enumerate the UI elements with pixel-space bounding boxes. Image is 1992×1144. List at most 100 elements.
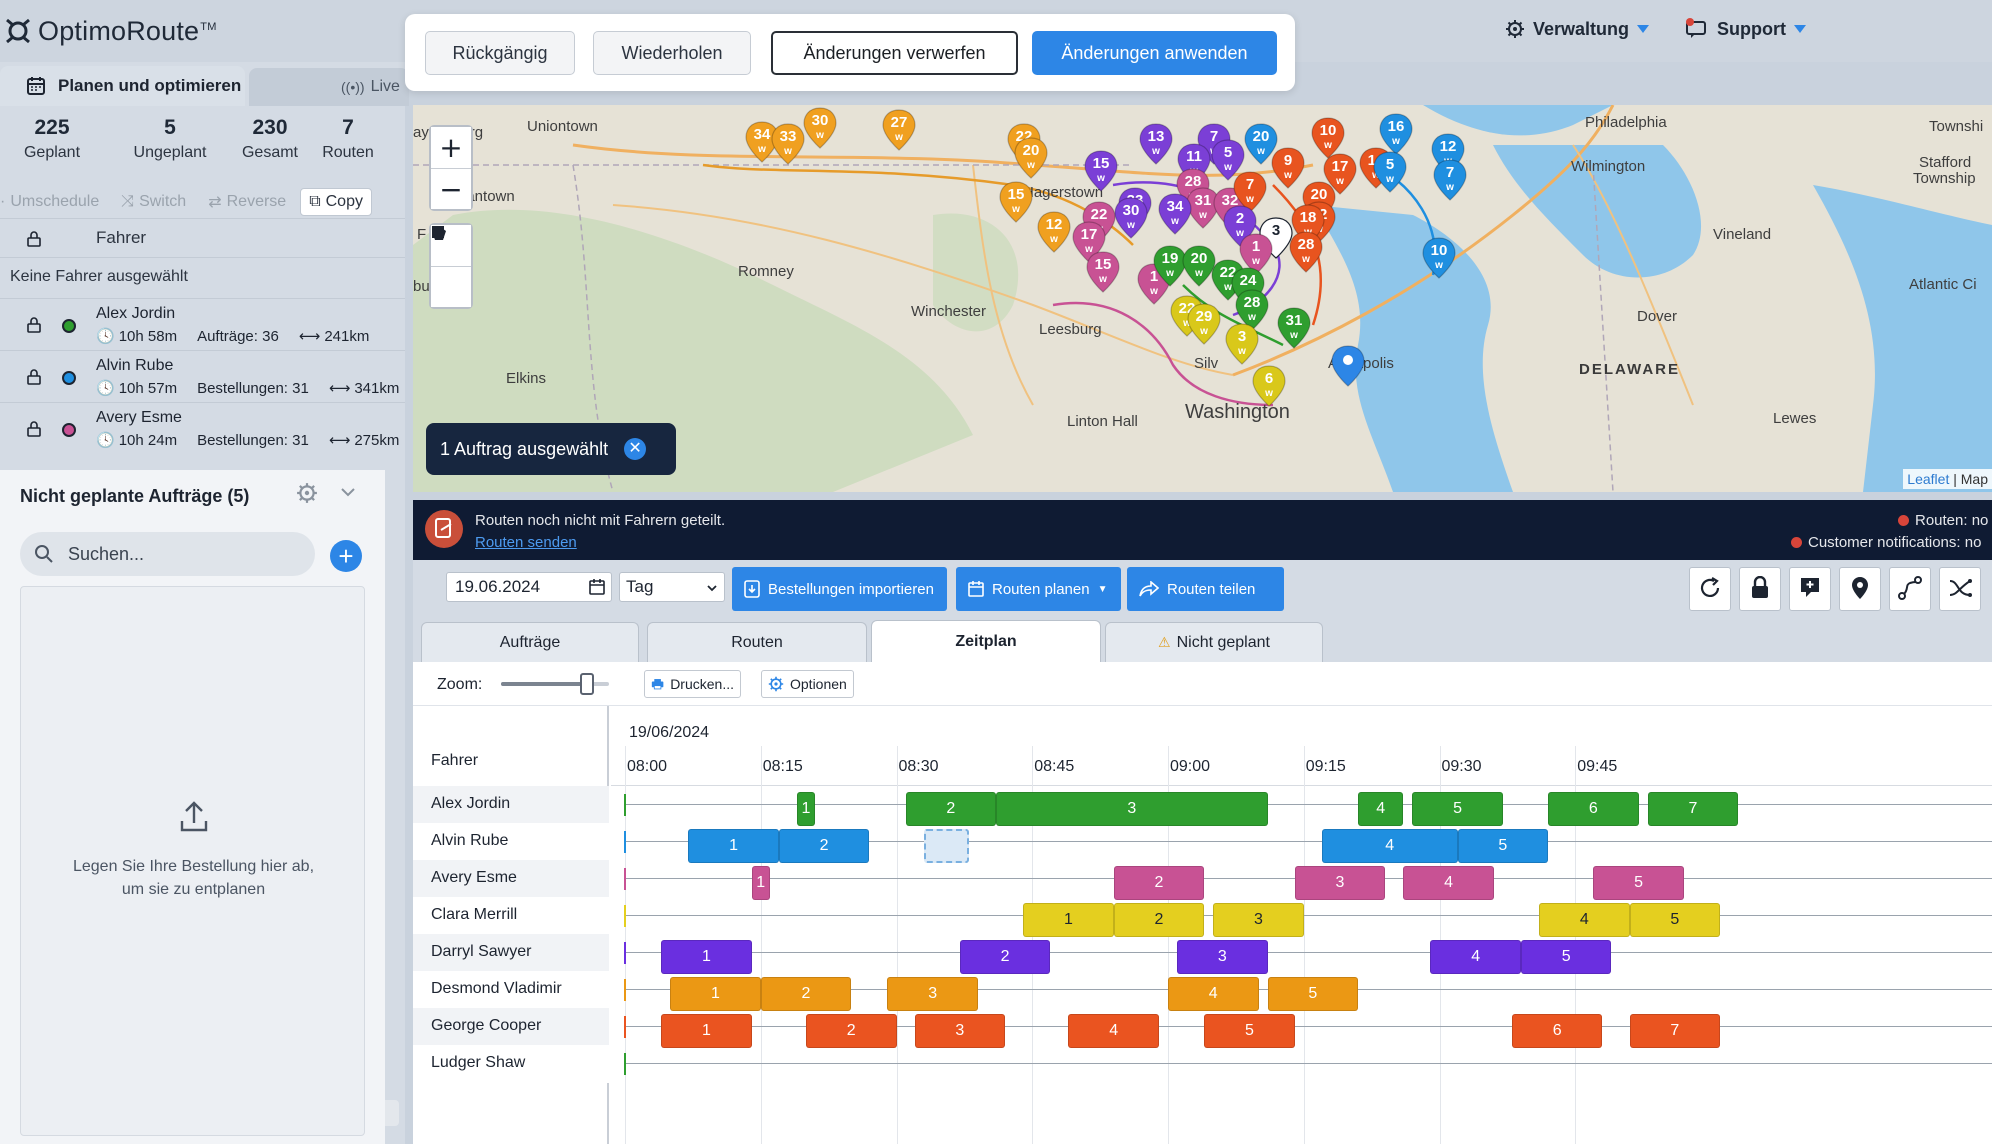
schedule-driver-name[interactable]: Ludger Shaw (431, 1054, 526, 1071)
schedule-stop-bar[interactable]: 3 (887, 977, 978, 1011)
map-stop-pin[interactable]: 20w (1182, 245, 1216, 287)
redo-button[interactable]: Wiederholen (593, 31, 751, 75)
schedule-driver-name[interactable]: Darryl Sawyer (431, 943, 532, 960)
support-menu[interactable]: Support (1685, 18, 1807, 40)
schedule-driver-name[interactable]: Alvin Rube (431, 832, 509, 849)
schedule-stop-bar[interactable]: 4 (1430, 940, 1521, 974)
map-stop-pin[interactable]: 27w (882, 109, 916, 151)
schedule-stop-bar[interactable]: 5 (1520, 940, 1612, 974)
settings-gear-icon[interactable] (296, 482, 318, 504)
schedule-stop-bar[interactable]: 5 (1629, 903, 1721, 937)
plan-routes-button[interactable]: Routen planen ▼ (956, 567, 1121, 611)
map-stop-pin[interactable]: 17w (1072, 221, 1106, 263)
schedule-stop-bar[interactable]: 4 (1168, 977, 1259, 1011)
map-stop-pin[interactable]: 20w (1014, 137, 1048, 179)
map-stop-pin[interactable]: 15w (1086, 251, 1120, 293)
zoom-in-button[interactable]: + (431, 127, 471, 168)
refresh-button[interactable] (1689, 567, 1731, 611)
schedule-stop-bar[interactable]: 1 (661, 940, 752, 974)
schedule-stop-bar[interactable]: 4 (1321, 829, 1458, 863)
app-logo[interactable]: OptimoRouteTM (4, 14, 217, 48)
collapse-panel-handle[interactable] (385, 1100, 399, 1126)
map-stop-pin[interactable]: 9w (1271, 147, 1305, 189)
map-stop-pin[interactable]: 34w (1158, 193, 1192, 235)
tab-schedule[interactable]: Zeitplan (871, 620, 1101, 662)
schedule-driver-name[interactable]: George Cooper (431, 1017, 542, 1034)
schedule-stop-bar[interactable]: 7 (1647, 792, 1739, 826)
zoom-out-button[interactable]: − (431, 168, 471, 209)
schedule-stop-bar[interactable]: 4 (1358, 792, 1404, 826)
reverse-button[interactable]: ⇄ Reverse (208, 193, 287, 211)
map-stop-pin[interactable]: 33w (771, 123, 805, 165)
options-button[interactable]: Optionen (761, 670, 854, 698)
zoom-slider-thumb[interactable] (580, 673, 595, 695)
lock-icon[interactable] (26, 369, 42, 385)
map-stop-pin[interactable]: 3w (1225, 323, 1259, 365)
schedule-stop-bar[interactable]: 1 (1023, 903, 1114, 937)
lock-routes-button[interactable] (1739, 567, 1781, 611)
schedule-stop-bar[interactable]: 1 (670, 977, 761, 1011)
schedule-driver-name[interactable]: Clara Merrill (431, 906, 518, 923)
schedule-stop-bar[interactable]: 3 (1294, 866, 1386, 900)
map-stop-pin[interactable]: 10w (1422, 237, 1456, 279)
schedule-driver-name[interactable]: Avery Esme (431, 869, 517, 886)
schedule-stop-bar[interactable]: 5 (1412, 792, 1503, 826)
schedule-stop-bar[interactable]: 5 (1204, 1014, 1295, 1048)
route-path-button[interactable] (1889, 567, 1931, 611)
map-stop-pin[interactable]: 5w (1211, 139, 1245, 181)
map-stop-pin[interactable]: 16w (1379, 113, 1413, 155)
apply-changes-button[interactable]: Änderungen anwenden (1032, 31, 1277, 75)
split-route-button[interactable] (1939, 567, 1981, 611)
schedule-stop-bar[interactable]: 3 (914, 1014, 1006, 1048)
map-stop-pin[interactable]: 12w (1037, 211, 1071, 253)
map-stop-pin[interactable]: 5w (1373, 151, 1407, 193)
undo-button[interactable]: Rückgängig (425, 31, 575, 75)
print-button[interactable]: Drucken... (644, 670, 741, 698)
discard-changes-button[interactable]: Änderungen verwerfen (771, 31, 1018, 75)
add-order-button[interactable]: + (330, 540, 362, 572)
marker-message-button[interactable] (1789, 567, 1831, 611)
schedule-stop-bar[interactable]: 5 (1593, 866, 1684, 900)
map-stop-pin[interactable]: 13w (1139, 123, 1173, 165)
driver-row-alvin-rube[interactable]: Alvin Rube 🕓 10h 57m Bestellungen: 31 ⟷ 34… (0, 350, 405, 402)
location-button[interactable] (1839, 567, 1881, 611)
schedule-stop-bar[interactable]: 4 (1539, 903, 1630, 937)
map-stop-pin[interactable]: 1w (1239, 233, 1273, 275)
draw-rectangle-button[interactable] (431, 226, 471, 307)
tab-routes[interactable]: Routen (647, 622, 867, 662)
map-stop-pin[interactable]: 28w (1235, 289, 1269, 331)
map-stop-pin[interactable]: 6w (1252, 365, 1286, 407)
map-stop-pin[interactable]: 28w (1289, 231, 1323, 273)
schedule-stop-bar[interactable]: 3 (1177, 940, 1268, 974)
leaflet-link[interactable]: Leaflet (1907, 471, 1950, 487)
schedule-driver-name[interactable]: Desmond Vladimir (431, 980, 562, 997)
tab-plan-optimize[interactable]: Planen und optimieren (0, 66, 245, 106)
period-select[interactable]: Tag (619, 572, 725, 602)
schedule-stop-bar[interactable]: 3 (1213, 903, 1304, 937)
map-stop-pin[interactable]: 29w (1187, 303, 1221, 345)
map-stop-pin[interactable] (1331, 345, 1365, 387)
schedule-drop-placeholder[interactable] (923, 829, 969, 863)
schedule-stop-bar[interactable]: 2 (806, 1014, 897, 1048)
map-canvas[interactable]: aynesburgUniontownrgantownHagerstownF nt… (413, 105, 1992, 492)
schedule-stop-bar[interactable]: 1 (751, 866, 770, 900)
copy-button[interactable]: ⧉ Copy (300, 188, 372, 216)
schedule-stop-bar[interactable]: 2 (1113, 866, 1205, 900)
schedule-stop-bar[interactable]: 5 (1267, 977, 1359, 1011)
schedule-stop-bar[interactable]: 2 (959, 940, 1051, 974)
map-stop-pin[interactable]: 15w (1084, 150, 1118, 192)
schedule-stop-bar[interactable]: 6 (1511, 1014, 1603, 1048)
schedule-stop-bar[interactable]: 4 (1068, 1014, 1159, 1048)
route-map[interactable]: aynesburgUniontownrgantownHagerstownF nt… (413, 105, 1992, 492)
map-stop-pin[interactable]: 31w (1277, 307, 1311, 349)
schedule-stop-bar[interactable]: 1 (661, 1014, 752, 1048)
share-routes-button[interactable]: Routen teilen (1127, 567, 1284, 611)
tab-unplanned[interactable]: ⚠ Nicht geplant (1105, 622, 1323, 662)
map-stop-pin[interactable]: 19w (1153, 245, 1187, 287)
map-stop-pin[interactable]: 7w (1433, 159, 1467, 201)
schedule-driver-name[interactable]: Alex Jordin (431, 795, 511, 812)
driver-row-alex-jordin[interactable]: Alex Jordin 🕓 10h 58m Aufträge: 36 ⟷ 241km (0, 298, 405, 350)
map-stop-pin[interactable]: 17w (1323, 153, 1357, 195)
date-picker[interactable]: 19.06.2024 (446, 572, 612, 602)
schedule-stop-bar[interactable]: 2 (1113, 903, 1205, 937)
